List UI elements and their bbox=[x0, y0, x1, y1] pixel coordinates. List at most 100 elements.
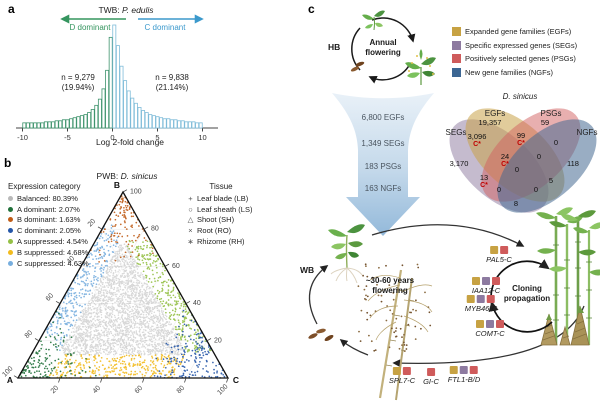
tall-bamboo-illustration bbox=[536, 207, 600, 345]
venn-region: 0 bbox=[534, 186, 538, 194]
expression-legend-text: A suppressed: 4.54% bbox=[17, 237, 88, 247]
venn-region-count: 3,170 bbox=[449, 159, 469, 168]
ternary-tick-left: 20 bbox=[87, 218, 98, 229]
histogram-bar bbox=[119, 65, 124, 129]
gene-name: FTL1-B/D bbox=[447, 375, 481, 384]
venn-region: 13 C* bbox=[480, 174, 488, 190]
left-count-annotation: n = 9,279 (19.94%) bbox=[40, 73, 116, 93]
histogram-bar bbox=[58, 120, 63, 129]
ternary-vertex-label: A bbox=[7, 375, 13, 385]
tissue-legend-text: Rhizome (RH) bbox=[197, 237, 245, 247]
venn-region-count: 13 bbox=[479, 173, 489, 182]
histogram-bar bbox=[36, 122, 41, 129]
gene-class-square-psg bbox=[486, 295, 495, 303]
tissue-legend-text: Leaf blade (LB) bbox=[197, 193, 249, 203]
venn-region-flag: C* bbox=[517, 140, 525, 147]
funnel-count-text: 183 PSGs bbox=[364, 162, 402, 171]
ternary-tick-right: 80 bbox=[151, 226, 159, 233]
funnel-shape bbox=[332, 93, 434, 236]
histogram-bar bbox=[25, 122, 30, 129]
tissue-marker-icon: ○ bbox=[188, 204, 193, 214]
venn-set-label: NGFs bbox=[576, 128, 598, 137]
tissue-legend-item: ○ Leaf sheath (LS) bbox=[186, 204, 256, 215]
venn-region: 3,170 bbox=[450, 160, 469, 168]
scatter-points-a_dom bbox=[19, 310, 97, 379]
venn-region: 19,357 bbox=[479, 119, 502, 127]
venn-region: 3,096 C* bbox=[468, 133, 487, 149]
venn-region-count: 3,096 bbox=[467, 132, 487, 141]
x-tick-label: -5 bbox=[64, 133, 71, 142]
tissue-legend: Tissue + Leaf blade (LB) ○ Leaf sheath (LS)… bbox=[186, 182, 256, 247]
expression-legend-text: B suppressed: 4.68% bbox=[17, 247, 89, 257]
histogram-bar bbox=[177, 120, 182, 129]
histogram-bar bbox=[191, 121, 196, 129]
tissue-marker-icon: + bbox=[188, 193, 193, 203]
histogram-bar bbox=[69, 118, 74, 129]
gene-annotation: COMT-C bbox=[475, 320, 505, 338]
venn-region: 0 bbox=[554, 139, 558, 147]
gene-class-legend-text: Specific expressed genes (SEGs) bbox=[465, 40, 578, 50]
ternary-tick-bottom: 80 bbox=[176, 385, 187, 396]
gene-name: COMT-C bbox=[475, 329, 505, 338]
years-flowering-label: ~30-60 years flowering bbox=[365, 276, 415, 295]
histogram-plot: -10 -5 0 5 10 bbox=[16, 24, 218, 142]
gene-class-square-seg bbox=[476, 295, 485, 303]
tissue-marker-icon: × bbox=[188, 226, 193, 236]
legend-dot-icon bbox=[8, 228, 13, 234]
gene-annotation: SPL7-C bbox=[389, 367, 415, 385]
gene-class-legend-text: Expanded gene families (EGFs) bbox=[465, 27, 572, 36]
ternary-tick-bottom: 100 bbox=[216, 383, 229, 396]
scatter-points-a_sup bbox=[126, 239, 212, 353]
seeds-icon bbox=[350, 61, 365, 72]
scatter-points-c_dom bbox=[153, 309, 226, 379]
panel-a-title-species: P. edulis bbox=[122, 5, 154, 15]
cycle-arrow-bottom-left bbox=[392, 305, 585, 368]
histogram-bar bbox=[159, 117, 164, 129]
gene-class-square-egf bbox=[472, 277, 480, 285]
histogram-bar bbox=[144, 112, 149, 129]
venn-region: 0 bbox=[497, 186, 501, 194]
histogram-bar bbox=[141, 110, 146, 129]
venn-region: 99 C* bbox=[517, 132, 525, 148]
right-count-annotation: n = 9,838 (21.14%) bbox=[134, 73, 210, 93]
gene-square-row bbox=[465, 295, 498, 303]
ternary-tick-right: 20 bbox=[214, 337, 222, 344]
tissue-marker-icon: △ bbox=[187, 215, 194, 225]
histogram-bar bbox=[137, 107, 142, 129]
seedling-illustration bbox=[362, 10, 385, 31]
tissue-marker-icon: ∗ bbox=[187, 237, 194, 247]
ternary-tick-left: 80 bbox=[24, 329, 35, 340]
ternary-tick-left: 40 bbox=[66, 255, 77, 266]
gene-class-square-egf bbox=[392, 367, 401, 375]
histogram-bar bbox=[166, 118, 171, 129]
panel-a-title-prefix: TWB: bbox=[98, 5, 123, 15]
gene-class-square-seg bbox=[459, 366, 468, 374]
cloning-cycle-arrow-2 bbox=[488, 301, 553, 333]
histogram-bar bbox=[130, 97, 135, 129]
expression-legend-item: A suppressed: 4.54% bbox=[8, 236, 89, 247]
long-cycle-diagram bbox=[308, 207, 600, 401]
histogram-bar bbox=[97, 98, 102, 129]
venn-title: D. sinicus bbox=[502, 92, 538, 101]
wb-label: WB bbox=[300, 265, 315, 275]
x-axis-label: Log 2-fold change bbox=[95, 137, 165, 147]
histogram-bar bbox=[101, 88, 106, 129]
right-percent: (21.14%) bbox=[155, 83, 189, 92]
histogram-bar bbox=[126, 90, 131, 129]
gene-class-legend-item: Expanded gene families (EGFs) bbox=[452, 27, 577, 36]
expression-legend-items: Balanced: 80.39% A dominant: 2.07% B domin… bbox=[8, 193, 89, 269]
funnel-count-text: 6,800 EGFs bbox=[361, 113, 405, 122]
expression-legend: Expression category Balanced: 80.39% A do… bbox=[8, 182, 89, 269]
annual-flowering-label: Annual flowering bbox=[365, 38, 401, 57]
panel-b-title-prefix: PWB: bbox=[96, 171, 121, 181]
histogram-bar bbox=[43, 121, 48, 129]
funnel-count-text: 163 NGFs bbox=[364, 184, 402, 193]
histogram-bar bbox=[105, 69, 110, 129]
panel-b-title: PWB: D. sinicus bbox=[67, 171, 187, 181]
gene-annotation: FTL1-B/D bbox=[447, 366, 481, 384]
venn-region-count: 0 bbox=[514, 165, 520, 174]
gene-class-square-egf bbox=[449, 366, 458, 374]
cycle-arrow-bottom bbox=[368, 63, 411, 84]
ternary-tick-right: 40 bbox=[193, 300, 201, 307]
expression-legend-item: A dominant: 2.07% bbox=[8, 204, 89, 215]
